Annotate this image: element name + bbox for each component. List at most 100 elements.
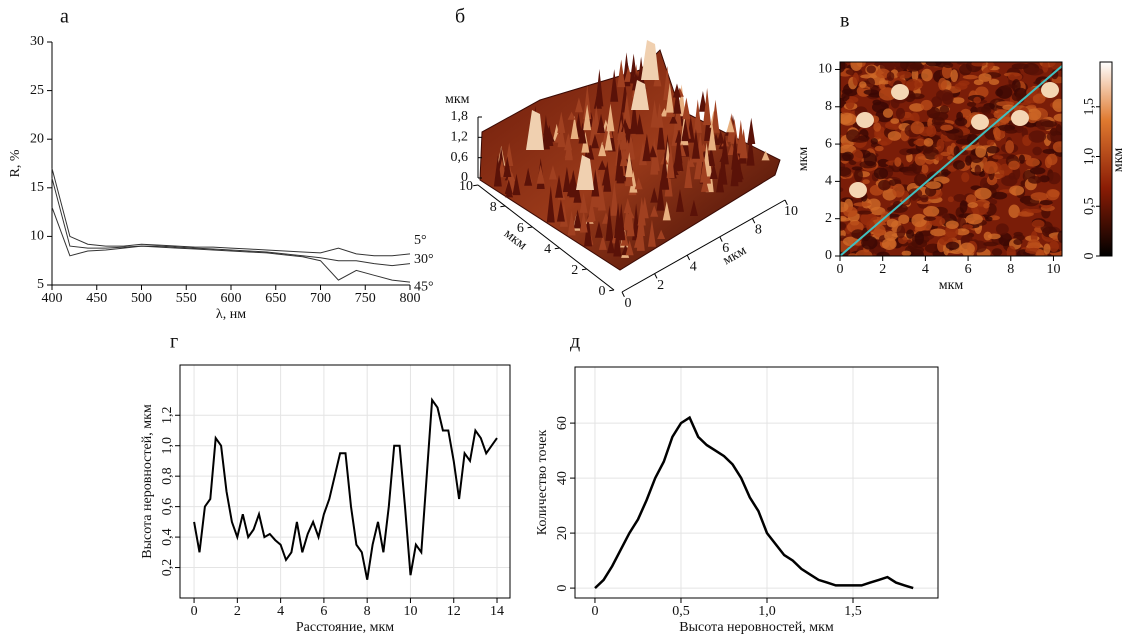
surface-peak [598,234,607,250]
texture [898,214,910,225]
surface-peak [707,144,716,166]
surface-peak [595,68,604,107]
surface-peak [584,213,593,247]
texture [906,229,915,239]
surface-peak [726,118,735,133]
surface-peak [619,147,628,167]
texture [946,145,953,155]
surface-plot [479,40,781,271]
texture [959,200,968,214]
surface-peak [698,91,707,112]
surface-peak [578,122,587,144]
x-tick-label: 4 [690,259,697,274]
surface-peak [656,179,665,211]
x-tick-label: 8 [1007,262,1014,277]
surface-peak [598,160,607,170]
texture [1039,175,1050,183]
surface-peak [597,185,606,211]
colorbar-tick-label: 0 [1082,253,1097,260]
bright-spot [856,112,874,128]
texture [987,62,994,70]
texture [877,158,890,168]
surface-peak [579,192,588,213]
texture [1035,248,1045,256]
plot-frame [839,61,1063,257]
x-tick-label: 650 [265,291,286,306]
texture [1026,208,1042,214]
x-tick-label: 6 [722,241,729,256]
texture [1003,84,1018,89]
y-tick [581,268,587,271]
surface-peak [761,150,770,161]
texture [1046,153,1058,166]
texture [1008,172,1016,180]
surface-peak [731,133,740,170]
surface-peak [583,104,592,131]
line-series [594,415,914,590]
surface-peak [655,102,664,128]
surface-peak [656,113,665,150]
texture [1057,230,1062,243]
texture [923,205,940,217]
surface-peak [624,66,633,82]
y-tick-label: 0 [825,248,832,263]
bright-spot [1041,82,1059,98]
bright-spot [1011,110,1029,126]
x-tick-label: 2 [657,278,664,293]
surface-peak [684,157,693,188]
y-tick-label: 6 [517,221,524,236]
surface-peak [536,164,545,184]
texture [853,202,871,207]
texture [905,62,923,72]
x-tick [751,218,756,224]
line-series [51,177,411,267]
texture [894,157,902,167]
texture [851,149,864,162]
panel-letter: г [170,331,178,353]
texture [950,249,963,255]
texture [926,106,941,119]
texture [845,98,855,110]
y-tick-label: 0,6 [160,498,175,516]
texture [1048,240,1059,252]
surface-peak [746,130,755,166]
texture [852,72,859,86]
texture [991,248,1003,256]
texture [1025,157,1040,167]
surface-peak [681,118,690,142]
y-tick-label: 0,2 [160,559,175,577]
texture [1040,120,1058,128]
texture [1051,69,1059,80]
texture [840,221,847,231]
y-tick-label: 25 [30,83,44,98]
texture [1031,219,1045,229]
legend-label: 5° [414,233,427,248]
x-tick-label: 450 [86,291,107,306]
x-tick-label: 10 [403,604,417,619]
texture [1009,185,1025,196]
y-tick-label: 60 [555,416,570,430]
texture [987,233,1001,240]
y-tick-label: 1,0 [160,437,175,455]
texture [861,236,878,250]
texture [978,73,992,82]
texture [840,62,846,73]
surface-peak [586,210,595,223]
surface-peak [594,221,603,238]
x-tick-label: 6 [320,604,327,619]
y-tick [473,184,479,187]
texture [862,179,870,185]
texture [870,137,878,145]
x-tick-label: 10 [1046,262,1060,277]
texture [1028,176,1042,184]
y-tick-label: 5 [37,277,44,292]
texture [920,99,933,111]
z-tick-label: 0 [461,170,468,185]
x-tick-label: 750 [355,291,376,306]
texture [966,134,979,146]
surface-peak [567,111,576,120]
surface-peak [590,133,599,149]
texture [905,79,921,91]
surface-peak [648,145,657,158]
surface-peak [601,165,610,186]
